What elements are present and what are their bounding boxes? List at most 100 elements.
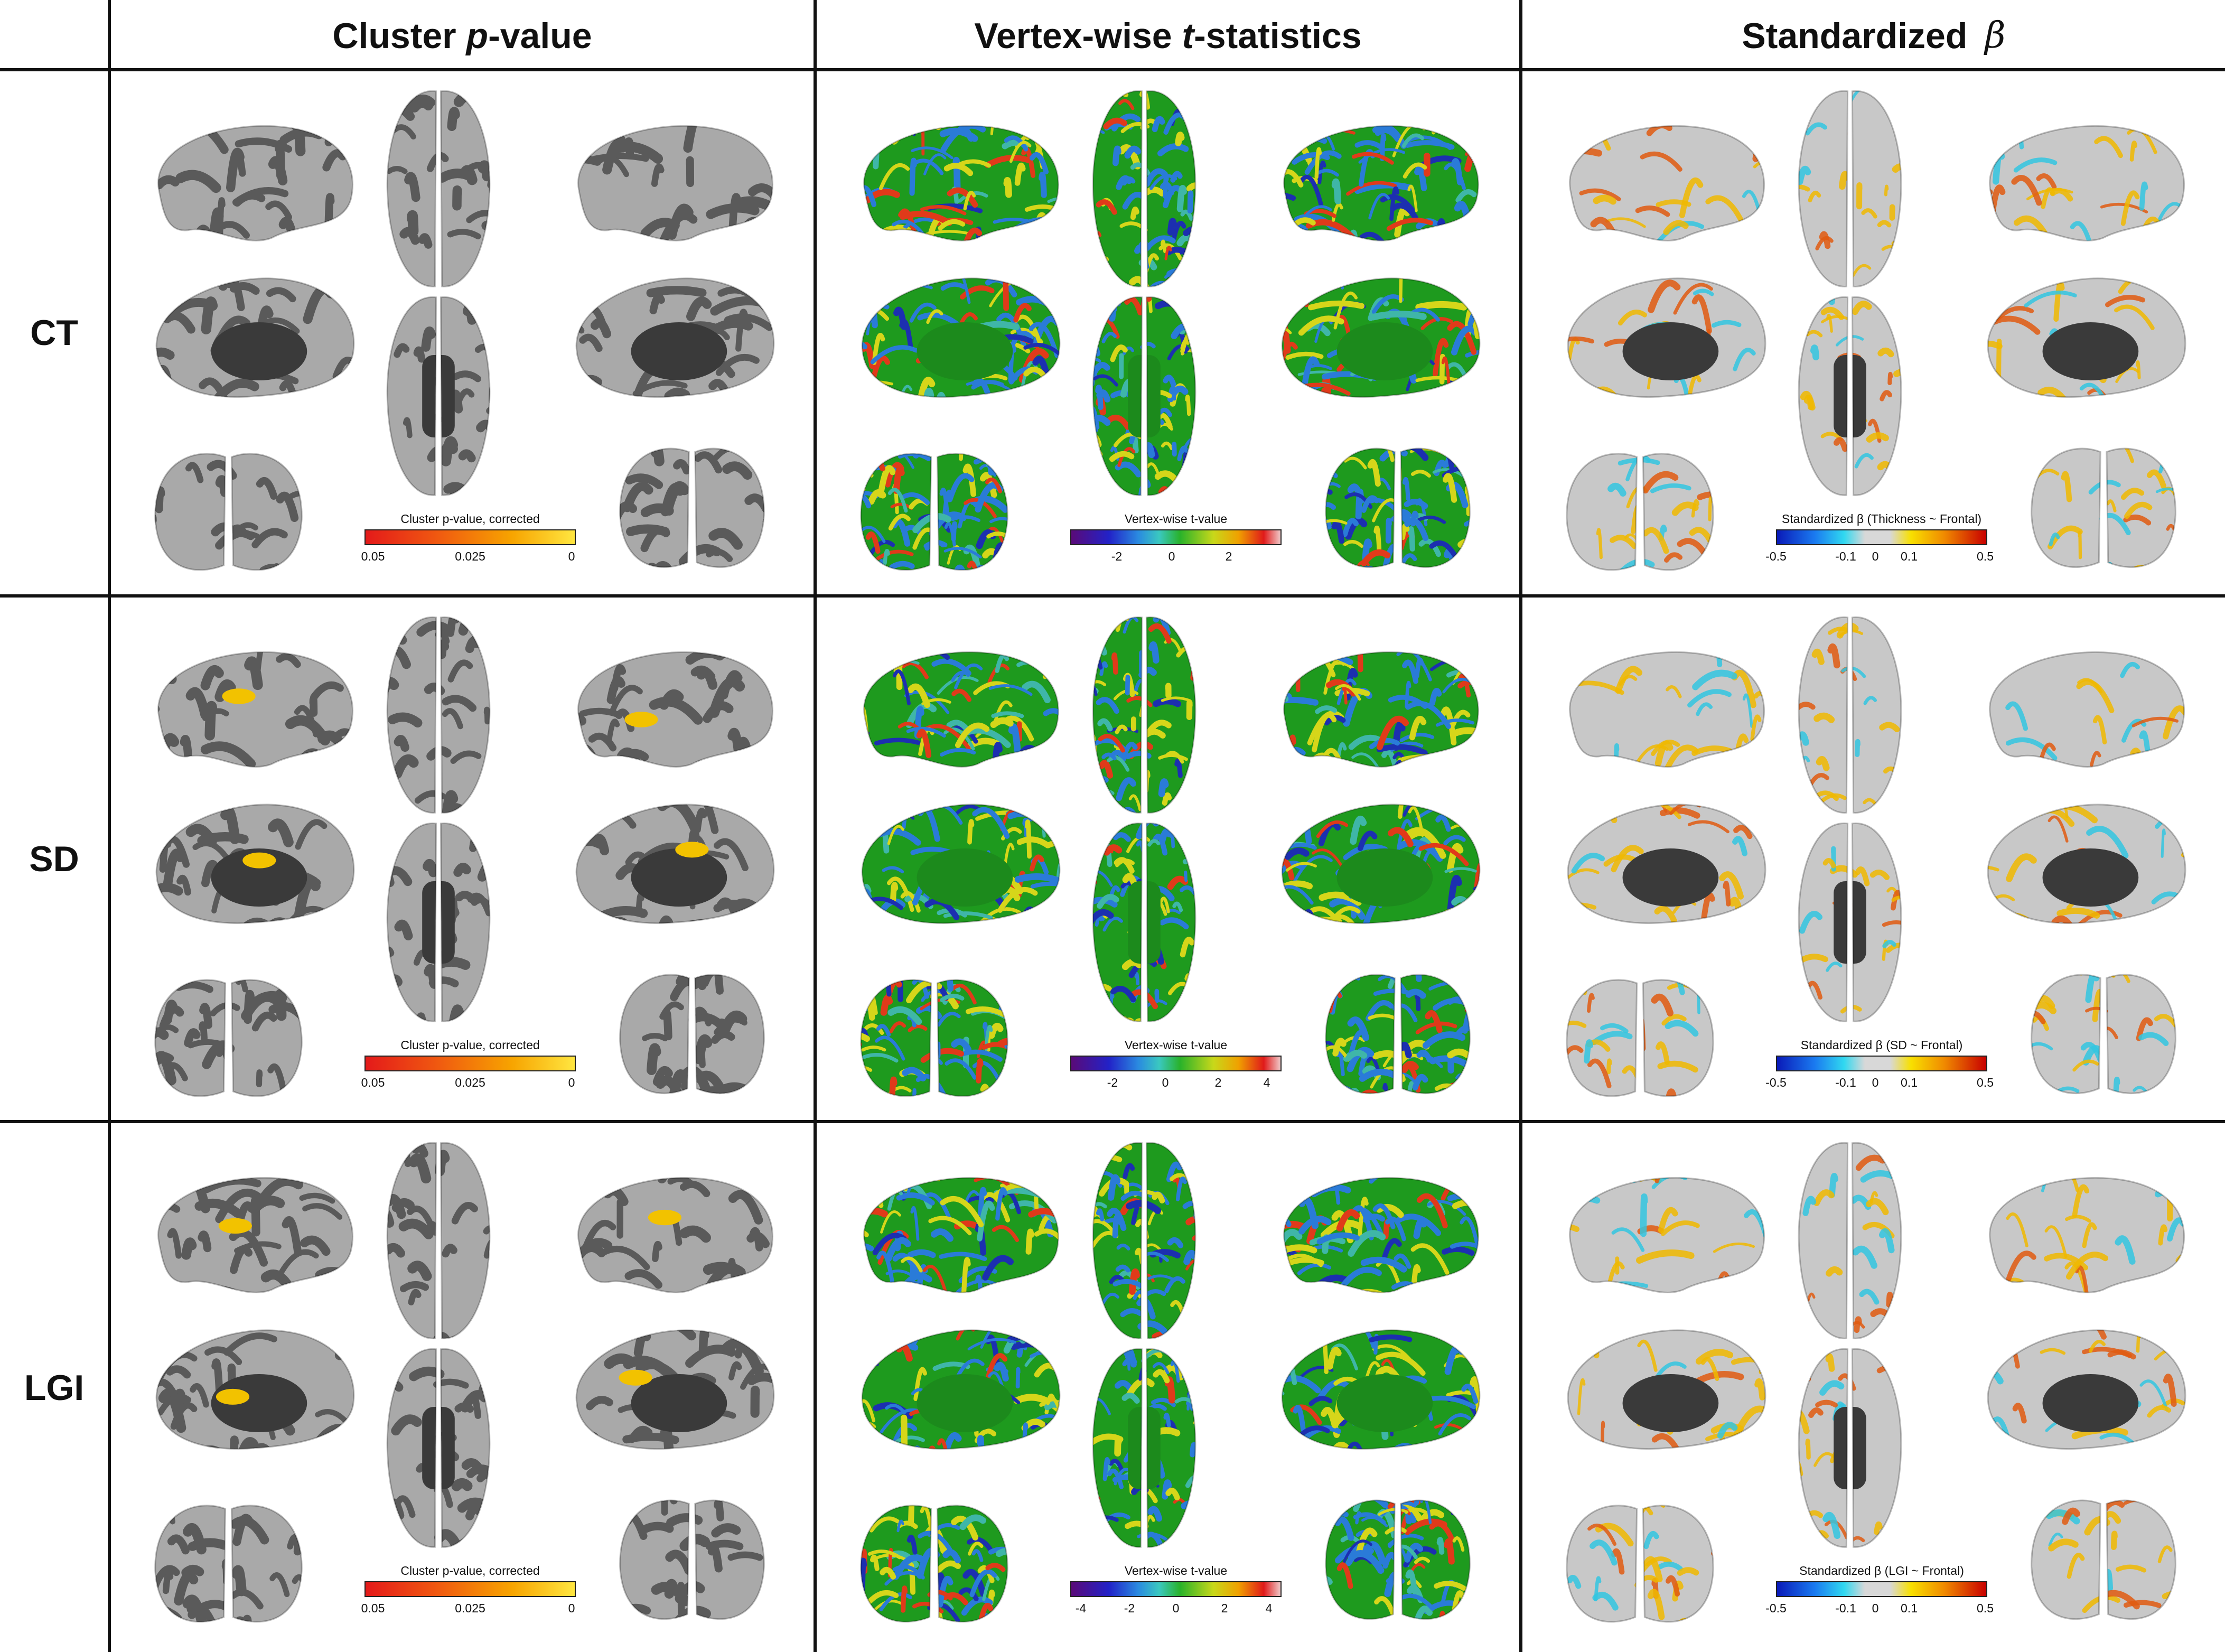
brain-right-posterior-view: [615, 967, 769, 1105]
colorbar-tick-label: -0.1: [1835, 1076, 1856, 1089]
colorbar-tick-label: 0.1: [1901, 1601, 1918, 1615]
colorbar-title: Vertex-wise t-value: [1124, 1564, 1228, 1578]
row-label-ct: CT: [30, 313, 78, 353]
brain-right-posterior-view: [1321, 441, 1474, 578]
brain-right-medial-view: [1276, 1324, 1485, 1459]
panel-ct-cluster: Cluster p-value, corrected 0.05 0.025 0: [111, 71, 814, 594]
brain-left-posterior-view: [1562, 1498, 1718, 1633]
brain-right-posterior-view: [2027, 967, 2180, 1105]
brain-left-lateral-view: [1562, 119, 1771, 251]
column-divider-1: [814, 0, 817, 1652]
colorbar-tick-label: 4: [1265, 1601, 1273, 1615]
header-italic: t: [1182, 15, 1194, 56]
colorbar: Vertex-wise t-value -2 0 2 4: [1070, 1038, 1282, 1089]
colorbar-title: Standardized β (SD ~ Frontal): [1800, 1038, 1963, 1052]
brain-left-lateral-view: [151, 645, 359, 777]
colorbar-ticks: -0.5 -0.1 0 0.1 0.5: [1765, 1071, 1994, 1089]
header-text-suffix: -statistics: [1194, 15, 1362, 56]
colorbar-tick-label: 0.05: [361, 1076, 385, 1089]
colorbar-tick-label: -0.1: [1835, 549, 1856, 563]
brain-left-posterior-view: [856, 973, 1012, 1107]
colorbar-gradient: [1776, 1581, 1987, 1597]
colorbar-ticks: -0.5 -0.1 0 0.1 0.5: [1765, 1597, 1994, 1615]
brain-left-medial-view: [151, 1324, 359, 1459]
column-divider-2: [1519, 0, 1522, 1652]
brain-right-posterior-view: [1321, 1493, 1474, 1630]
brain-left-medial-view: [151, 272, 359, 407]
colorbar-tick-label: 0: [568, 549, 575, 563]
brain-left-posterior-view: [856, 1498, 1012, 1633]
colorbar-tick-label: 0.5: [1977, 1076, 1994, 1089]
brain-left-medial-view: [1562, 1324, 1771, 1459]
brain-left-medial-view: [1562, 272, 1771, 407]
brain-right-lateral-view: [1276, 1171, 1485, 1303]
panel-lgi-tstat: Vertex-wise t-value -4 -2 0 2 4: [817, 1123, 1519, 1652]
brain-left-lateral-view: [1562, 1171, 1771, 1303]
brain-ventral-view: [380, 293, 497, 502]
panel-lgi-beta: Standardized β (LGI ~ Frontal) -0.5 -0.1 0 0…: [1522, 1123, 2225, 1652]
brain-dorsal-view: [1086, 613, 1202, 819]
brain-left-lateral-view: [151, 1171, 359, 1303]
brain-right-lateral-view: [571, 1171, 779, 1303]
colorbar-tick-label: 0: [568, 1076, 575, 1089]
brain-left-posterior-view: [151, 1498, 306, 1633]
brain-ventral-view: [1792, 819, 1908, 1028]
brain-left-lateral-view: [151, 119, 359, 251]
brain-left-lateral-view: [856, 119, 1065, 251]
brain-right-medial-view: [1982, 272, 2191, 407]
brain-ventral-view: [1086, 819, 1202, 1028]
colorbar-tick-label: 2: [1221, 1601, 1228, 1615]
row-divider-2: [0, 1120, 2225, 1123]
brain-dorsal-view: [1086, 87, 1202, 293]
colorbar-tick-label: 0.025: [455, 1601, 485, 1615]
panel-sd-cluster: Cluster p-value, corrected 0.05 0.025 0: [111, 598, 814, 1121]
brain-right-medial-view: [1982, 1324, 2191, 1459]
colorbar-tick-label: 0: [1872, 549, 1879, 563]
colorbar-tick-label: 0: [1172, 1601, 1180, 1615]
colorbar: Cluster p-value, corrected 0.05 0.025 0: [361, 512, 576, 563]
header-italic: p: [466, 15, 489, 56]
brain-dorsal-view: [380, 1139, 497, 1345]
colorbar-tick-label: 0.05: [361, 549, 385, 563]
colorbar-ticks: -4 -2 0 2 4: [1070, 1597, 1282, 1615]
brain-dorsal-view: [1792, 613, 1908, 819]
colorbar: Cluster p-value, corrected 0.05 0.025 0: [361, 1564, 576, 1615]
brain-right-lateral-view: [571, 645, 779, 777]
brain-ventral-view: [380, 819, 497, 1028]
colorbar-tick-label: 0: [1872, 1076, 1879, 1089]
brain-right-lateral-view: [1276, 645, 1485, 777]
brain-right-lateral-view: [1982, 1171, 2191, 1303]
brain-right-medial-view: [571, 798, 779, 933]
colorbar: Standardized β (SD ~ Frontal) -0.5 -0.1 0 0.…: [1765, 1038, 1994, 1089]
colorbar: Cluster p-value, corrected 0.05 0.025 0: [361, 1038, 576, 1089]
brain-right-posterior-view: [2027, 441, 2180, 578]
brain-ventral-view: [380, 1345, 497, 1554]
brain-left-medial-view: [856, 1324, 1065, 1459]
colorbar-ticks: 0.05 0.025 0: [361, 1071, 576, 1089]
brain-dorsal-view: [1792, 1139, 1908, 1345]
header-text: Vertex-wise: [974, 15, 1182, 56]
colorbar-gradient: [1070, 1056, 1282, 1071]
brain-right-lateral-view: [1982, 119, 2191, 251]
header-text: Standardized: [1742, 15, 1978, 56]
colorbar-tick-label: 0: [1168, 549, 1175, 563]
colorbar-tick-label: 0.1: [1901, 1076, 1918, 1089]
colorbar-tick-label: 0.5: [1977, 1601, 1994, 1615]
colorbar-gradient: [364, 1056, 576, 1071]
header-text: Cluster: [332, 15, 466, 56]
colorbar-tick-label: -2: [1111, 549, 1123, 563]
brain-left-medial-view: [856, 272, 1065, 407]
brain-right-medial-view: [571, 1324, 779, 1459]
brain-left-posterior-view: [1562, 446, 1718, 581]
brain-right-lateral-view: [571, 119, 779, 251]
brain-dorsal-view: [380, 613, 497, 819]
brain-left-lateral-view: [1562, 645, 1771, 777]
colorbar-tick-label: -2: [1124, 1601, 1135, 1615]
colorbar-title: Cluster p-value, corrected: [400, 512, 540, 526]
colorbar-gradient: [1070, 1581, 1282, 1597]
colorbar-tick-label: -0.5: [1765, 549, 1787, 563]
colorbar-gradient: [1776, 529, 1987, 545]
header-rule: [0, 68, 2225, 71]
brain-ventral-view: [1086, 1345, 1202, 1554]
